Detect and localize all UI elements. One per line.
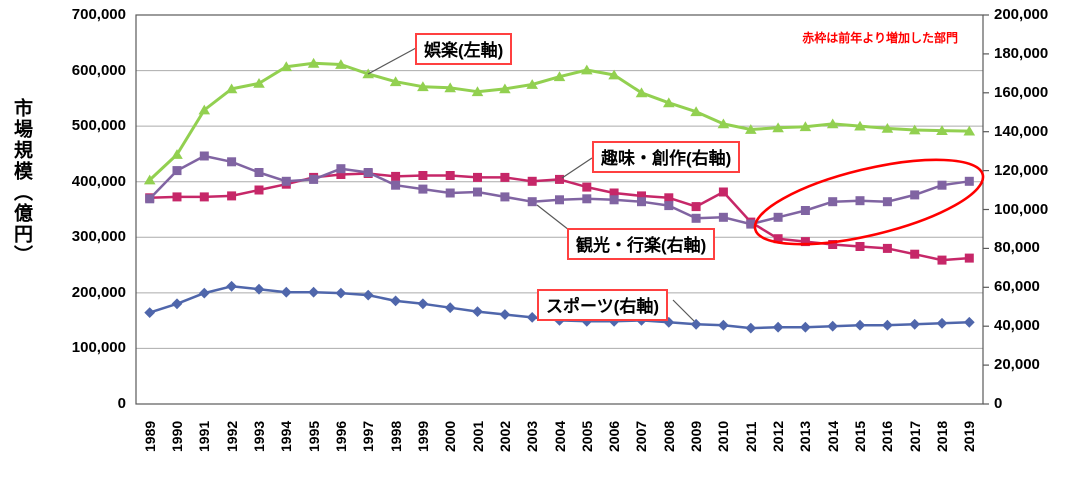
callout-hobby-creation-right-axis: 趣味・創作(右軸) [592, 141, 741, 173]
x-year-label: 2000 [442, 420, 459, 452]
y-axis-title: 市場規模（億円） [11, 98, 32, 266]
y-left-tick-label: 400,000 [71, 172, 126, 190]
x-year-label: 2016 [879, 420, 896, 452]
x-year-label: 2003 [524, 420, 541, 452]
x-year-label: 1997 [360, 420, 377, 452]
x-year-label: 1999 [414, 420, 431, 452]
x-year-label: 1998 [387, 420, 404, 452]
x-year-label: 2008 [660, 420, 677, 452]
y-left-tick-label: 600,000 [71, 61, 126, 79]
y-right-tick-label: 80,000 [994, 239, 1040, 257]
y-right-tick-label: 140,000 [994, 122, 1049, 140]
x-year-label: 2013 [797, 420, 814, 452]
y-right-tick-label: 100,000 [994, 200, 1049, 218]
x-year-label: 2015 [852, 420, 869, 452]
x-year-label: 1990 [168, 420, 185, 452]
x-year-label: 1989 [141, 420, 158, 452]
y-left-tick-label: 300,000 [71, 228, 126, 246]
x-year-label: 2018 [934, 420, 951, 452]
y-left-tick-label: 100,000 [71, 339, 126, 357]
x-year-label: 2006 [606, 420, 623, 452]
y-right-tick-label: 20,000 [994, 356, 1040, 374]
y-right-tick-label: 120,000 [994, 161, 1049, 179]
callout-sports-right-axis: スポーツ(右軸) [537, 289, 668, 321]
x-year-label: 2002 [496, 420, 513, 452]
y-right-tick-label: 60,000 [994, 278, 1040, 296]
x-year-label: 2009 [688, 420, 705, 452]
x-year-label: 2019 [961, 420, 978, 452]
x-year-label: 1993 [250, 420, 267, 452]
y-left-tick-label: 200,000 [71, 283, 126, 301]
y-right-tick-label: 160,000 [994, 83, 1049, 101]
annotation-note: 赤枠は前年より増加した部門 [802, 31, 958, 45]
x-year-label: 2017 [906, 420, 923, 452]
x-year-label: 2007 [633, 420, 650, 452]
x-year-label: 2012 [770, 420, 787, 452]
x-year-label: 1992 [223, 420, 240, 452]
x-year-label: 1995 [305, 420, 322, 452]
x-year-label: 1996 [332, 420, 349, 452]
callout-tourism-leisure-right-axis: 観光・行楽(右軸) [567, 228, 716, 260]
y-left-tick-label: 700,000 [71, 6, 126, 23]
x-year-label: 1994 [278, 420, 295, 452]
x-year-label: 2014 [824, 420, 841, 452]
x-year-label: 2011 [742, 421, 759, 452]
y-right-tick-label: 0 [994, 395, 1003, 412]
callout-entertainment-left-axis: 娯楽(左軸) [415, 33, 513, 65]
y-left-tick-label: 0 [117, 395, 126, 412]
x-year-label: 2010 [715, 420, 732, 452]
y-right-tick-label: 40,000 [994, 317, 1040, 335]
x-year-label: 2004 [551, 420, 568, 452]
x-year-label: 2001 [469, 420, 486, 452]
x-year-label: 2005 [578, 420, 595, 452]
y-right-tick-label: 180,000 [994, 44, 1049, 62]
y-left-tick-label: 500,000 [71, 117, 126, 135]
y-right-tick-label: 200,000 [994, 6, 1049, 23]
x-year-label: 1991 [196, 420, 213, 452]
